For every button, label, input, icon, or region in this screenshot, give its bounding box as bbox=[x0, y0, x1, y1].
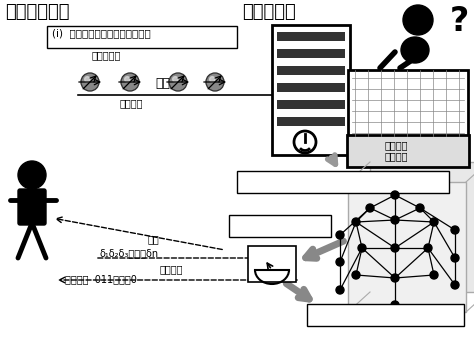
Text: 量子ビット: 量子ビット bbox=[92, 50, 121, 60]
Circle shape bbox=[418, 314, 426, 322]
Circle shape bbox=[173, 77, 178, 82]
Text: (iii)  測定: (iii) 測定 bbox=[234, 217, 270, 227]
Text: ・・・: ・・・ bbox=[155, 77, 177, 90]
Text: 量子コン
ピュータ: 量子コン ピュータ bbox=[385, 140, 409, 162]
Bar bbox=[277, 32, 345, 41]
FancyBboxPatch shape bbox=[248, 246, 296, 282]
Circle shape bbox=[82, 74, 98, 90]
Text: (i)  ランダムな量子ビットの送信: (i) ランダムな量子ビットの送信 bbox=[52, 28, 151, 38]
Circle shape bbox=[451, 281, 459, 289]
Circle shape bbox=[170, 74, 186, 90]
Circle shape bbox=[430, 218, 438, 226]
Polygon shape bbox=[348, 70, 468, 160]
FancyBboxPatch shape bbox=[47, 26, 237, 48]
Circle shape bbox=[391, 244, 399, 252]
Circle shape bbox=[336, 231, 344, 239]
Text: 量子サーバ: 量子サーバ bbox=[242, 3, 296, 21]
Circle shape bbox=[451, 226, 459, 234]
Circle shape bbox=[81, 73, 99, 91]
Circle shape bbox=[364, 314, 372, 322]
Circle shape bbox=[336, 286, 344, 294]
Circle shape bbox=[424, 244, 432, 252]
Text: 量子通信: 量子通信 bbox=[120, 98, 144, 108]
Bar bbox=[348, 182, 466, 312]
Bar bbox=[277, 117, 345, 126]
Bar bbox=[277, 66, 345, 75]
Text: ?: ? bbox=[450, 5, 469, 38]
Bar bbox=[370, 162, 474, 292]
Text: (ii)  量子もつれ状態の生成: (ii) 量子もつれ状態の生成 bbox=[242, 173, 325, 183]
Circle shape bbox=[336, 258, 344, 266]
Circle shape bbox=[169, 73, 187, 91]
Circle shape bbox=[451, 254, 459, 262]
Circle shape bbox=[391, 318, 399, 326]
Circle shape bbox=[18, 161, 46, 189]
Circle shape bbox=[391, 274, 399, 282]
Circle shape bbox=[430, 271, 438, 279]
Text: 指令: 指令 bbox=[148, 234, 160, 244]
Bar bbox=[277, 83, 345, 92]
Circle shape bbox=[206, 73, 224, 91]
Circle shape bbox=[391, 301, 399, 309]
Text: δ₁δ₂δ₃・・・δn: δ₁δ₂δ₃・・・δn bbox=[100, 248, 159, 258]
FancyBboxPatch shape bbox=[307, 304, 464, 326]
Bar bbox=[272, 25, 350, 155]
Circle shape bbox=[121, 73, 139, 91]
FancyBboxPatch shape bbox=[229, 215, 331, 237]
Circle shape bbox=[125, 77, 130, 82]
Text: (iv)  測定結果の送信: (iv) 測定結果の送信 bbox=[312, 307, 379, 317]
Circle shape bbox=[366, 204, 374, 212]
Circle shape bbox=[352, 218, 360, 226]
Text: 古典通信: 古典通信 bbox=[160, 264, 183, 274]
Circle shape bbox=[122, 74, 137, 90]
Circle shape bbox=[391, 191, 399, 199]
Ellipse shape bbox=[401, 37, 429, 63]
Circle shape bbox=[352, 271, 360, 279]
Circle shape bbox=[207, 74, 223, 90]
Circle shape bbox=[391, 216, 399, 224]
Circle shape bbox=[403, 5, 433, 35]
Bar bbox=[277, 100, 345, 109]
FancyBboxPatch shape bbox=[18, 189, 46, 225]
FancyBboxPatch shape bbox=[347, 135, 469, 167]
Circle shape bbox=[294, 131, 316, 153]
FancyBboxPatch shape bbox=[237, 171, 449, 193]
Circle shape bbox=[358, 244, 366, 252]
Circle shape bbox=[210, 77, 215, 82]
Circle shape bbox=[84, 77, 90, 82]
Bar bbox=[277, 49, 345, 58]
Text: クライアント: クライアント bbox=[5, 3, 70, 21]
Circle shape bbox=[416, 204, 424, 212]
Text: 測定結果  011・・・0: 測定結果 011・・・0 bbox=[65, 274, 137, 284]
